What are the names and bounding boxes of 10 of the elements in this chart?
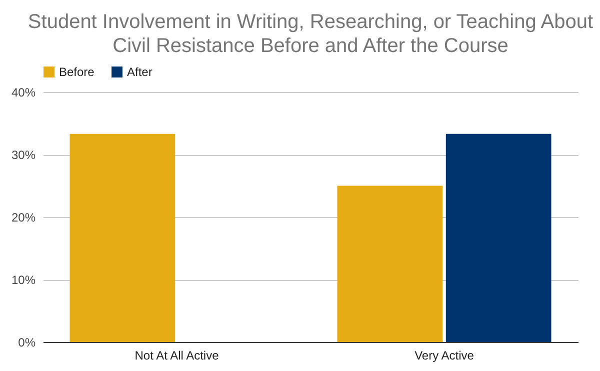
y-tick-label: 30% xyxy=(11,148,36,162)
y-tick-label: 40% xyxy=(11,86,36,100)
legend-label: Before xyxy=(59,65,95,79)
y-tick-label: 0% xyxy=(18,336,36,350)
legend-label: After xyxy=(127,65,152,79)
y-tick-label: 20% xyxy=(11,210,36,224)
y-tick-label: 10% xyxy=(11,273,36,287)
chart-title: Student Involvement in Writing, Researching, or Teaching About Civil Resistance Before and After the Course xyxy=(28,11,594,57)
x-tick-label: Very Active xyxy=(414,348,474,362)
x-tick-label: Not At All Active xyxy=(134,348,220,362)
